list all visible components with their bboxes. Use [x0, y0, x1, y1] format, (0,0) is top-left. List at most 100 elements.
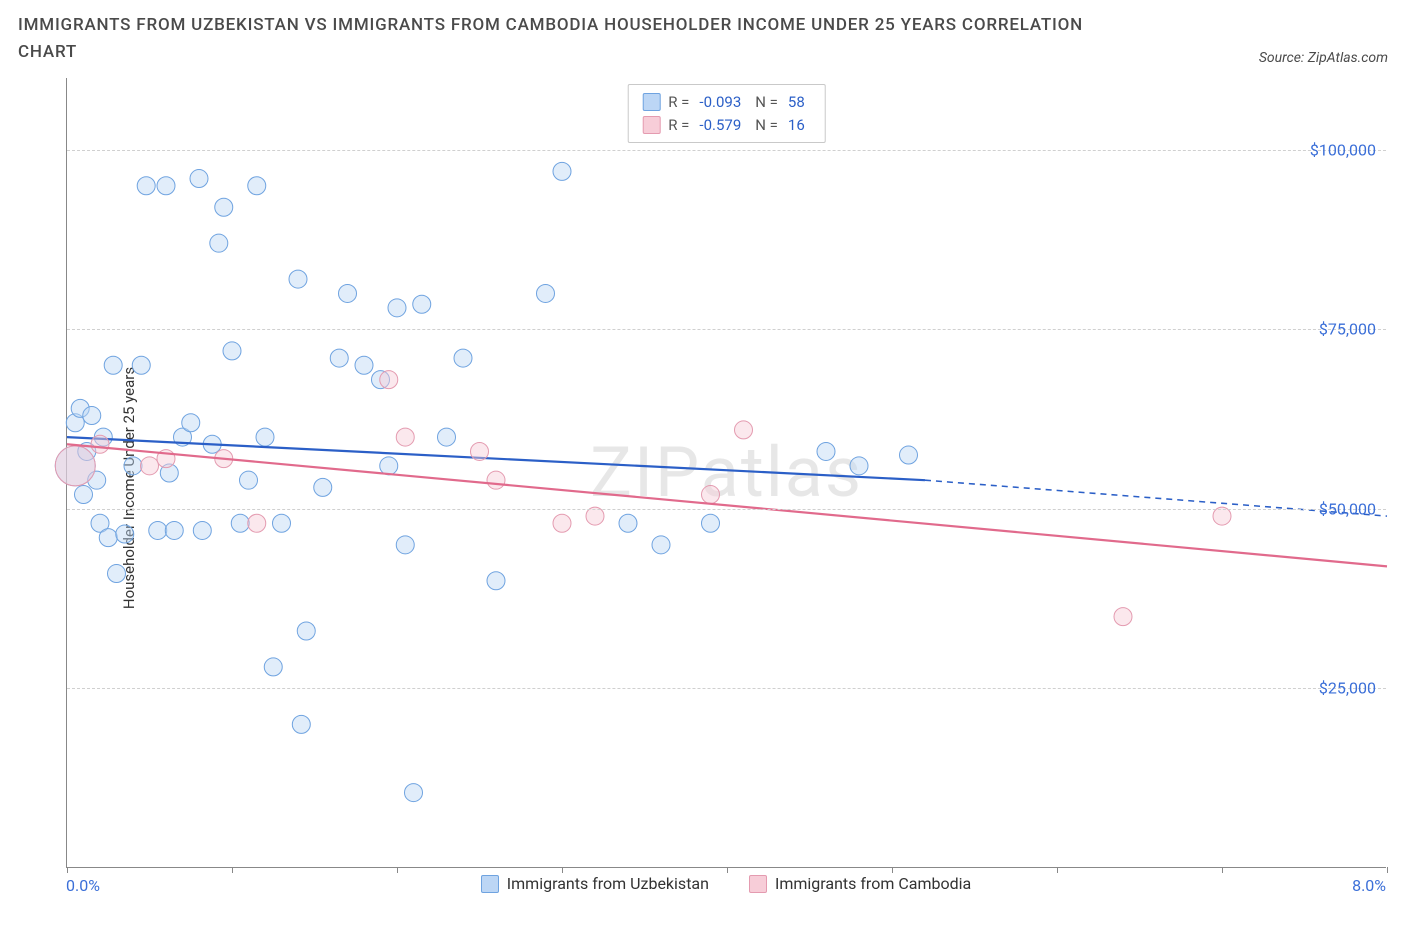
r-value: -0.093: [699, 91, 741, 114]
data-point: [231, 514, 249, 532]
y-tick-label: $75,000: [1319, 320, 1376, 339]
data-point: [388, 299, 406, 317]
data-point: [1114, 608, 1132, 626]
data-point: [817, 442, 835, 460]
data-point: [355, 356, 373, 374]
x-tick: [727, 867, 728, 873]
y-tick-label: $100,000: [1310, 140, 1376, 159]
data-point: [553, 514, 571, 532]
data-point: [223, 342, 241, 360]
data-point: [210, 234, 228, 252]
data-point: [735, 421, 753, 439]
y-tick-label: $50,000: [1319, 499, 1376, 518]
data-point: [124, 457, 142, 475]
chart-title: IMMIGRANTS FROM UZBEKISTAN VS IMMIGRANTS…: [18, 12, 1118, 66]
data-point: [292, 715, 310, 733]
x-tick: [67, 867, 68, 873]
r-label: R =: [668, 114, 689, 137]
data-point: [91, 435, 109, 453]
data-point: [396, 536, 414, 554]
data-point: [297, 622, 315, 640]
r-value: -0.579: [699, 114, 741, 137]
legend-swatch: [642, 93, 660, 111]
data-point: [471, 442, 489, 460]
scatter-svg: [67, 78, 1386, 867]
legend-label: Immigrants from Uzbekistan: [507, 874, 709, 893]
data-point: [380, 457, 398, 475]
data-point: [75, 486, 93, 504]
data-point: [165, 521, 183, 539]
data-point: [99, 529, 117, 547]
data-point: [137, 177, 155, 195]
x-tick: [562, 867, 563, 873]
legend-row: R =-0.579N =16: [642, 114, 811, 137]
data-point: [413, 295, 431, 313]
legend-swatch: [481, 875, 499, 893]
data-point: [108, 565, 126, 583]
series-legend: Immigrants from Uzbekistan Immigrants fro…: [66, 874, 1386, 893]
data-point: [487, 572, 505, 590]
data-point: [330, 349, 348, 367]
trend-line-extrapolated: [925, 480, 1387, 516]
gridline: [67, 688, 1386, 689]
r-label: R =: [668, 91, 689, 114]
data-point: [104, 356, 122, 374]
data-point: [190, 170, 208, 188]
legend-swatch: [749, 875, 767, 893]
plot-area: ZIPatlas R =-0.093N =58R =-0.579N =16 $2…: [66, 78, 1386, 868]
x-tick: [1387, 867, 1388, 873]
data-point: [157, 177, 175, 195]
data-point: [396, 428, 414, 446]
n-value: 58: [788, 91, 805, 114]
data-point: [182, 414, 200, 432]
data-point: [289, 270, 307, 288]
data-point: [149, 521, 167, 539]
gridline: [67, 509, 1386, 510]
stats-legend: R =-0.093N =58R =-0.579N =16: [627, 84, 826, 143]
data-point: [702, 514, 720, 532]
data-point: [438, 428, 456, 446]
legend-label: Immigrants from Cambodia: [775, 874, 971, 893]
legend-item: Immigrants from Uzbekistan: [481, 874, 709, 893]
data-point: [702, 486, 720, 504]
data-point: [193, 521, 211, 539]
gridline: [67, 150, 1386, 151]
data-point: [256, 428, 274, 446]
data-point: [454, 349, 472, 367]
y-tick-label: $25,000: [1319, 679, 1376, 698]
data-point: [900, 446, 918, 464]
trend-line: [67, 444, 1387, 566]
data-point: [264, 658, 282, 676]
n-label: N =: [755, 114, 778, 137]
data-point: [240, 471, 258, 489]
data-point: [619, 514, 637, 532]
data-point: [116, 525, 134, 543]
x-tick: [1057, 867, 1058, 873]
data-point: [215, 198, 233, 216]
data-point: [273, 514, 291, 532]
data-point: [248, 514, 266, 532]
data-point: [55, 446, 95, 486]
data-point: [487, 471, 505, 489]
data-point: [141, 457, 159, 475]
data-point: [553, 162, 571, 180]
x-tick: [397, 867, 398, 873]
data-point: [405, 784, 423, 802]
n-label: N =: [755, 91, 778, 114]
legend-row: R = -0.093 N = 58: [642, 91, 811, 114]
x-tick: [892, 867, 893, 873]
x-tick: [232, 867, 233, 873]
data-point: [339, 284, 357, 302]
data-point: [248, 177, 266, 195]
data-point: [132, 356, 150, 374]
data-point: [380, 371, 398, 389]
data-point: [652, 536, 670, 554]
source-attribution: Source: ZipAtlas.com: [1259, 50, 1388, 66]
data-point: [537, 284, 555, 302]
data-point: [83, 407, 101, 425]
data-point: [314, 478, 332, 496]
legend-swatch: [642, 116, 660, 134]
x-tick: [1222, 867, 1223, 873]
chart-container: Householder Income Under 25 years ZIPatl…: [18, 78, 1388, 898]
legend-item: Immigrants from Cambodia: [749, 874, 971, 893]
